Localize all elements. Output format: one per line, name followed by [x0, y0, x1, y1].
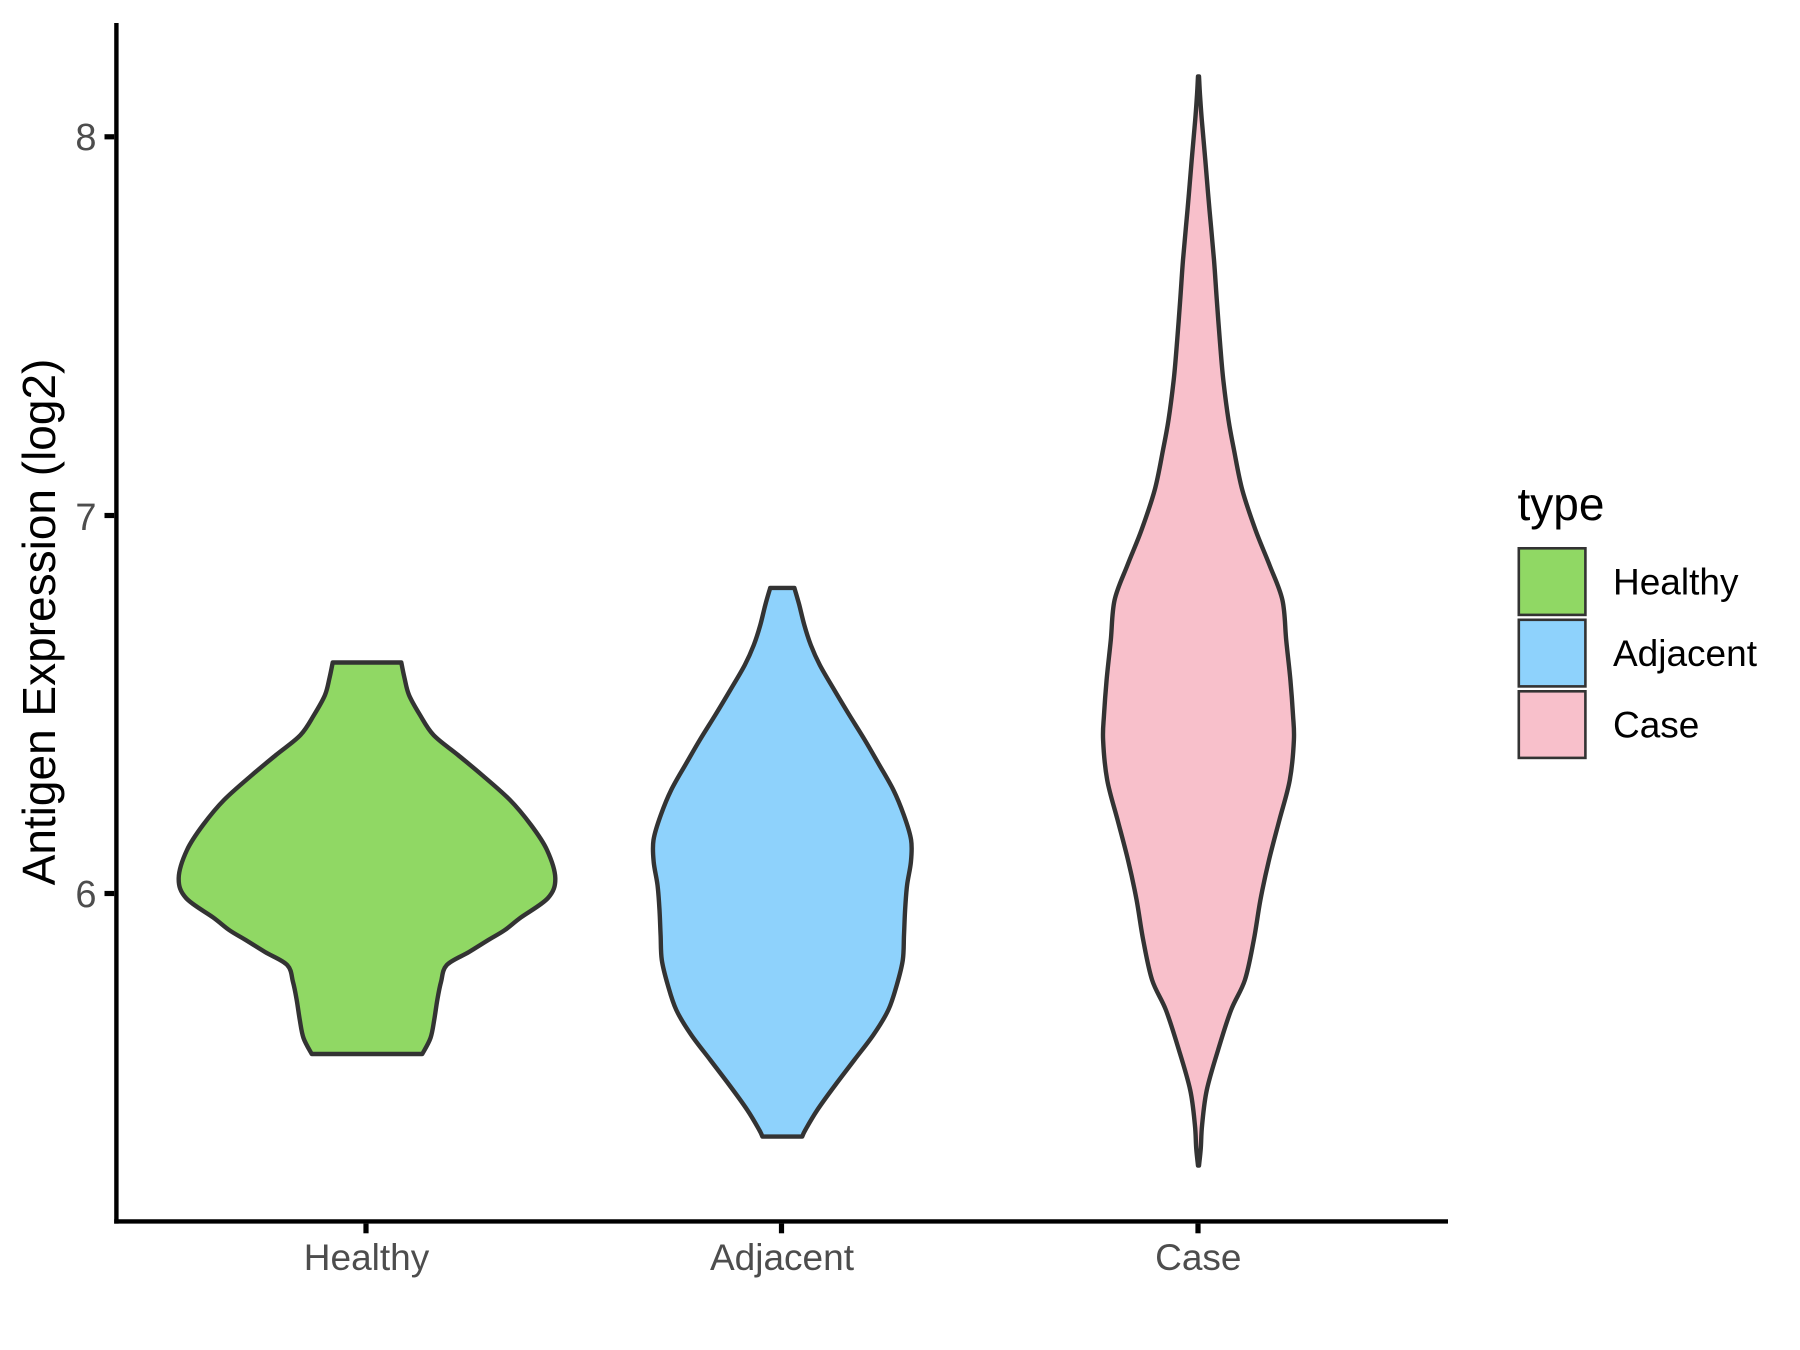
svg-text:Case: Case: [1155, 1237, 1241, 1278]
svg-text:type: type: [1518, 478, 1605, 530]
svg-text:Adjacent: Adjacent: [1613, 633, 1758, 674]
svg-text:Antigen Expression (log2): Antigen Expression (log2): [13, 359, 65, 886]
svg-text:6: 6: [75, 874, 96, 916]
svg-text:Case: Case: [1613, 705, 1699, 746]
svg-text:Healthy: Healthy: [1613, 562, 1739, 603]
svg-text:Healthy: Healthy: [304, 1237, 430, 1278]
svg-text:Adjacent: Adjacent: [710, 1237, 855, 1278]
svg-text:7: 7: [75, 497, 96, 539]
svg-text:8: 8: [75, 117, 96, 159]
